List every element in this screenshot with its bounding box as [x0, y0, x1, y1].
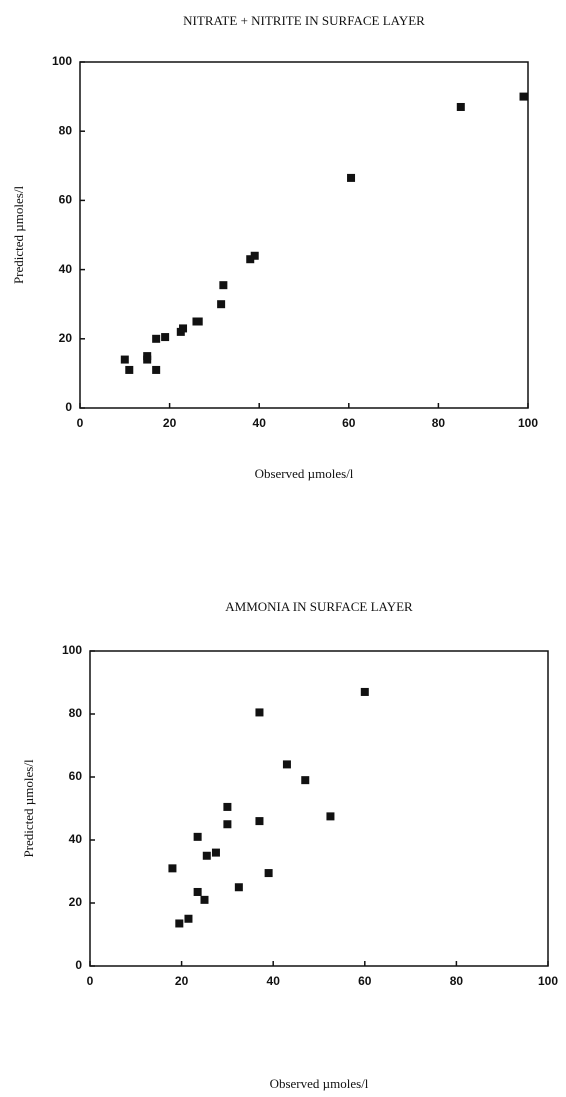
x-tick-label: 100 — [538, 974, 558, 988]
point — [301, 776, 310, 785]
point — [168, 864, 177, 873]
y-tick-label: 40 — [59, 262, 73, 276]
point — [360, 687, 369, 696]
point — [193, 887, 202, 896]
x-tick-label: 60 — [358, 974, 372, 988]
x-tick-label: 80 — [432, 416, 446, 430]
y-axis-label: Predicted µmoles/l — [21, 759, 36, 857]
point — [200, 895, 209, 904]
y-tick-label: 40 — [69, 832, 83, 846]
point — [194, 317, 203, 326]
point — [347, 173, 356, 182]
x-tick-label: 20 — [175, 974, 189, 988]
chart-title: AMMONIA IN SURFACE LAYER — [225, 599, 413, 614]
y-tick-label: 0 — [65, 400, 72, 414]
x-axis-label: Observed µmoles/l — [255, 466, 354, 481]
point — [211, 848, 220, 857]
point — [184, 914, 193, 923]
point — [246, 255, 255, 264]
y-tick-label: 100 — [52, 54, 72, 68]
x-tick-label: 40 — [253, 416, 267, 430]
point — [152, 334, 161, 343]
point — [161, 333, 170, 342]
point — [519, 92, 528, 101]
point — [456, 102, 465, 111]
y-tick-label: 60 — [59, 193, 73, 207]
point — [125, 365, 134, 374]
point — [223, 820, 232, 829]
point — [250, 251, 259, 260]
chart-title: NITRATE + NITRITE IN SURFACE LAYER — [183, 13, 425, 28]
point — [120, 355, 129, 364]
x-tick-label: 20 — [163, 416, 177, 430]
y-tick-label: 20 — [69, 895, 83, 909]
point — [255, 708, 264, 717]
point — [193, 832, 202, 841]
x-tick-label: 100 — [518, 416, 538, 430]
point — [202, 851, 211, 860]
x-tick-label: 80 — [450, 974, 464, 988]
point — [219, 281, 228, 290]
point — [234, 883, 243, 892]
x-tick-label: 0 — [77, 416, 84, 430]
plot-frame — [89, 650, 549, 967]
point — [175, 919, 184, 928]
point — [223, 802, 232, 811]
point — [282, 760, 291, 769]
point — [152, 365, 161, 374]
y-tick-label: 100 — [62, 643, 82, 657]
point — [255, 817, 264, 826]
y-tick-label: 60 — [69, 769, 83, 783]
y-tick-label: 0 — [75, 958, 82, 972]
point — [326, 812, 335, 821]
point — [143, 355, 152, 364]
point — [264, 869, 273, 878]
plot-frame — [79, 61, 529, 409]
y-tick-label: 80 — [69, 706, 83, 720]
y-axis-label: Predicted µmoles/l — [11, 186, 26, 284]
x-axis-label: Observed µmoles/l — [270, 1076, 369, 1091]
y-tick-label: 20 — [59, 331, 73, 345]
point — [217, 300, 226, 309]
x-tick-label: 0 — [87, 974, 94, 988]
x-tick-label: 60 — [342, 416, 356, 430]
point — [179, 324, 188, 333]
y-tick-label: 80 — [59, 123, 73, 137]
x-tick-label: 40 — [267, 974, 281, 988]
